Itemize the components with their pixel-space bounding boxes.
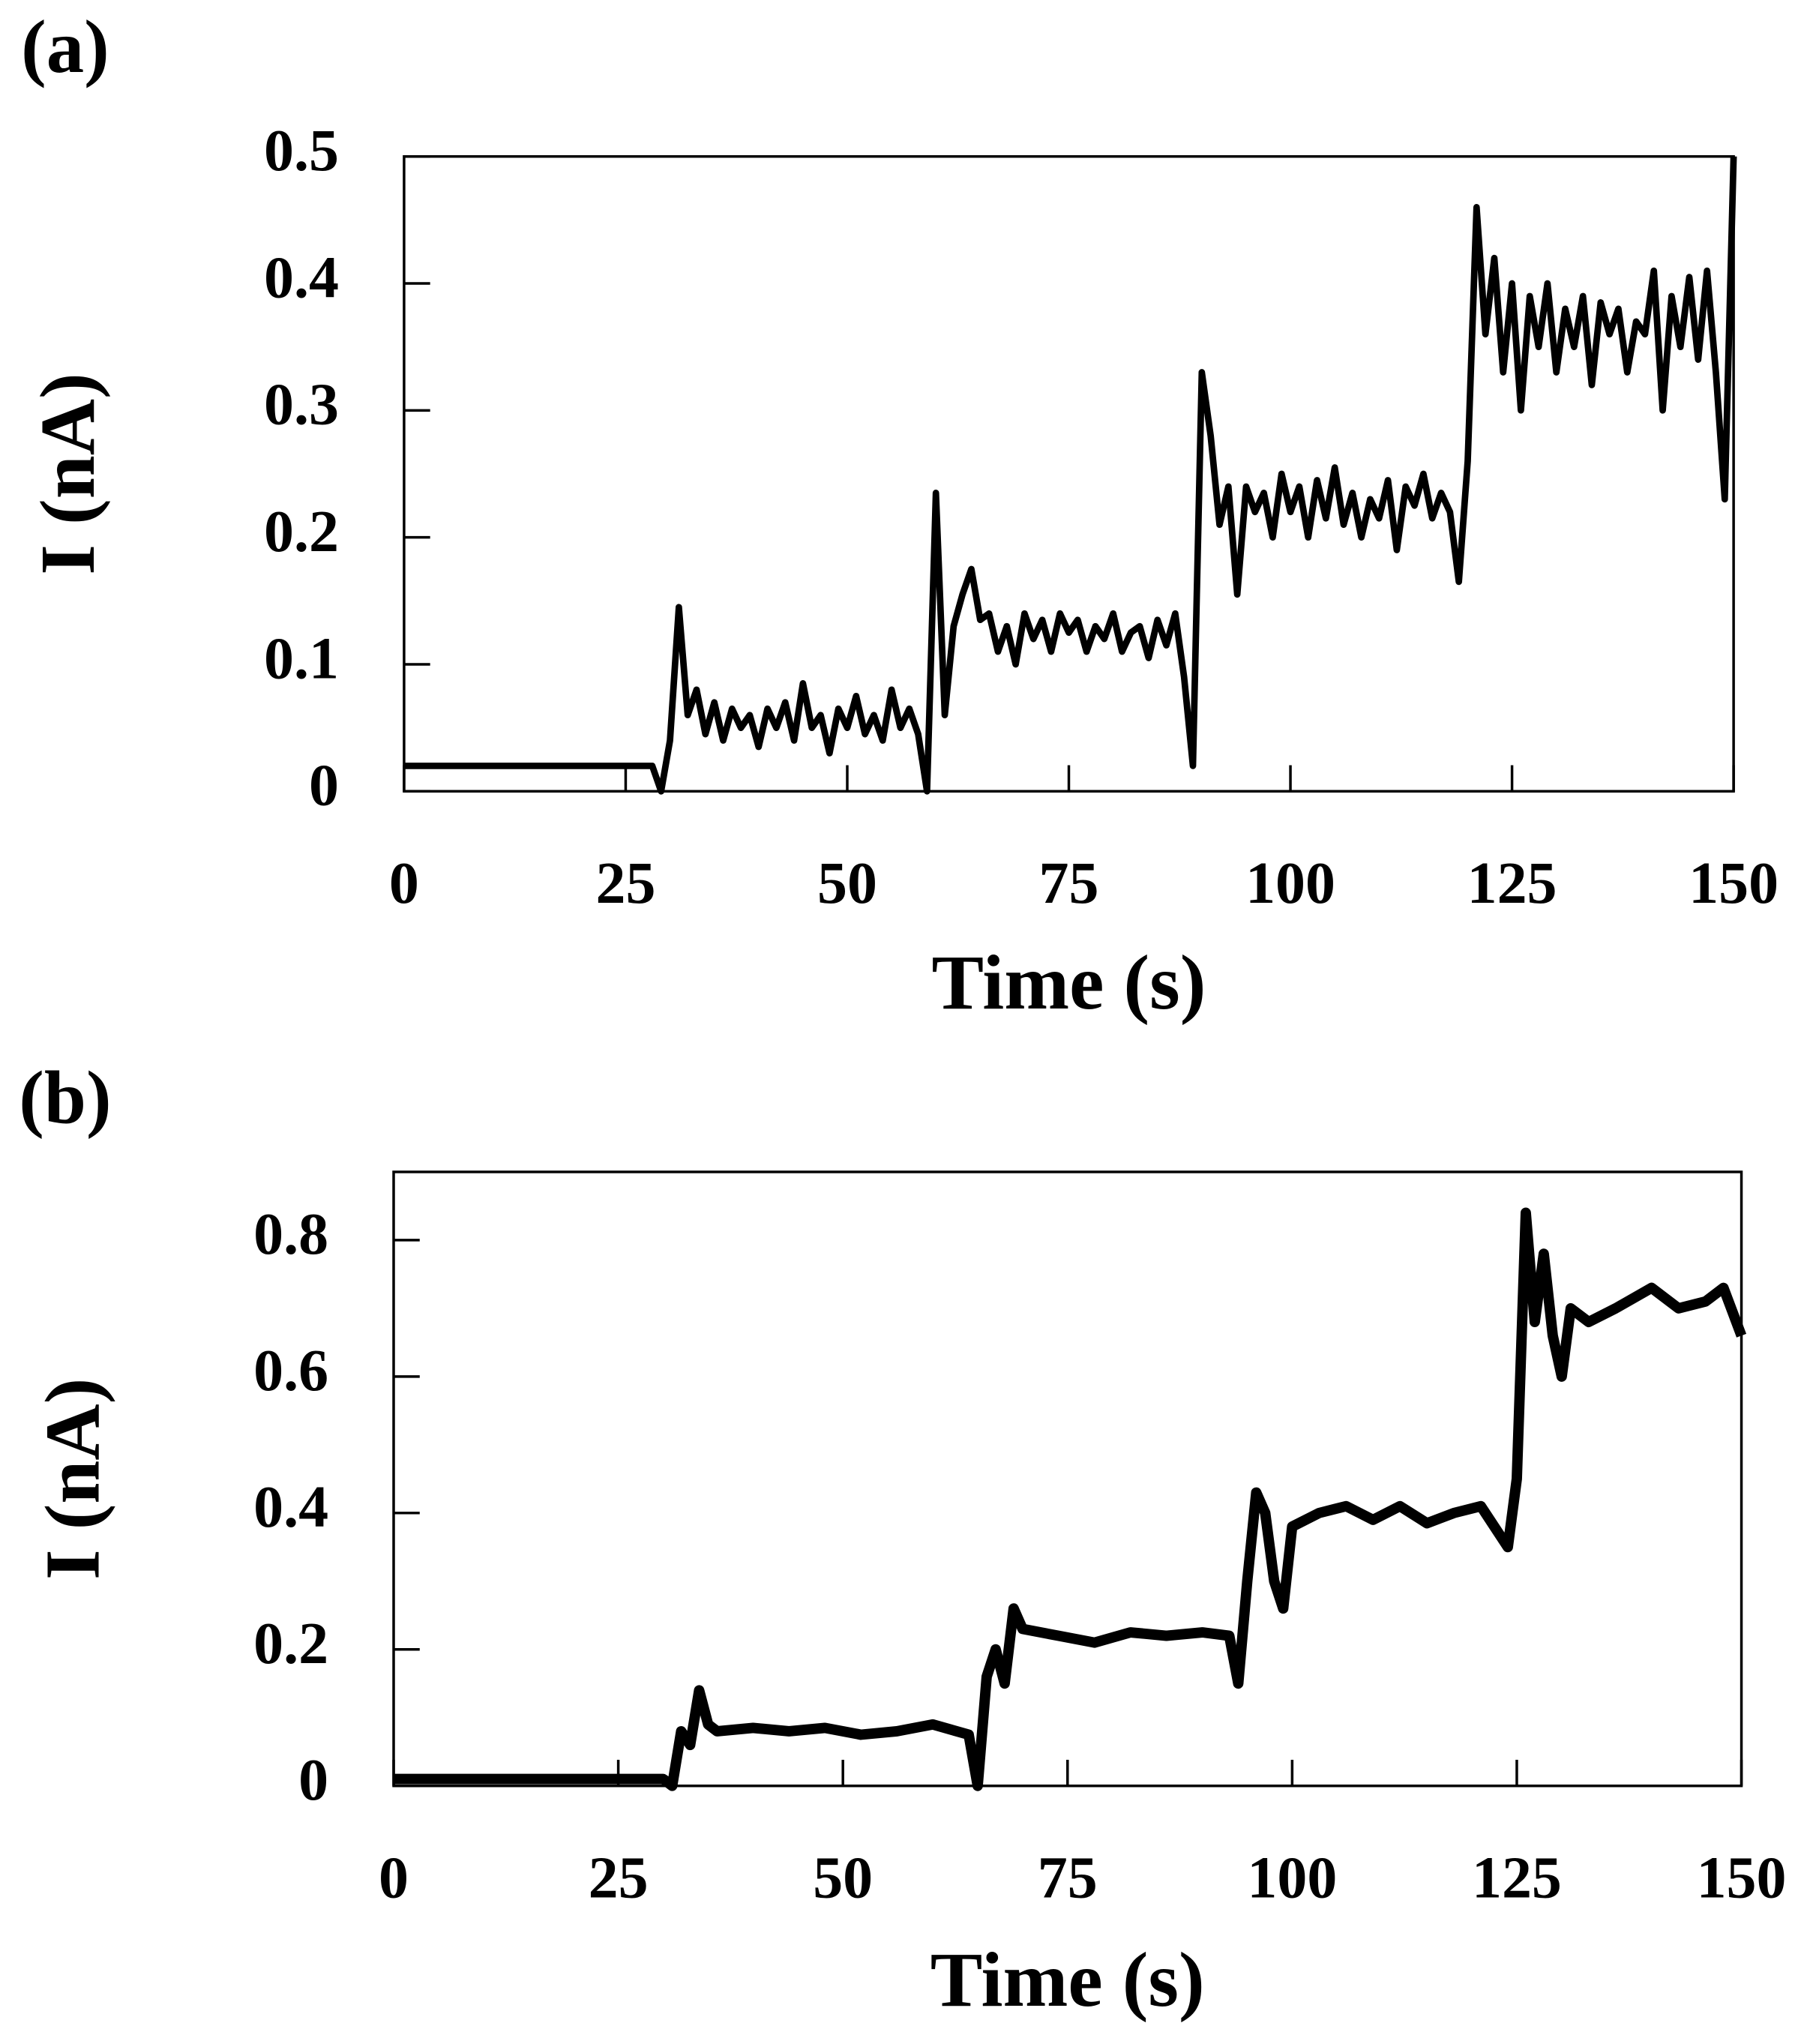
x-tick-label: 50: [813, 1845, 873, 1911]
y-tick-label: 0.2: [264, 499, 339, 565]
x-tick-label: 125: [1467, 850, 1557, 916]
y-tick-label: 0: [309, 753, 339, 819]
y-axis-label: I (nA): [29, 1378, 116, 1580]
x-axis-label: Time (s): [932, 939, 1206, 1026]
y-tick-label: 0: [298, 1747, 328, 1813]
y-tick-label: 0.6: [253, 1338, 328, 1404]
y-tick-label: 0.8: [253, 1201, 328, 1267]
data-line: [403, 156, 1737, 795]
x-tick-label: 0: [379, 1845, 409, 1911]
y-axis-label: I (nA): [24, 373, 111, 574]
x-tick-label: 125: [1472, 1845, 1562, 1911]
data-line: [394, 1207, 1747, 1791]
panel-label: (b): [19, 1055, 111, 1139]
y-tick-label: 0.5: [264, 118, 339, 184]
x-axis-label: Time (s): [930, 1936, 1205, 2023]
x-tick-label: 50: [817, 850, 877, 916]
plot-frame: [403, 154, 1735, 793]
x-tick-label: 0: [389, 850, 419, 916]
x-tick-label: 75: [1039, 850, 1099, 916]
x-tick-label: 25: [589, 1845, 649, 1911]
x-tick-label: 75: [1038, 1845, 1098, 1911]
x-tick-label: 25: [595, 850, 655, 916]
y-tick-label: 0.2: [253, 1611, 328, 1677]
y-tick-label: 0.1: [264, 625, 339, 691]
x-tick-label: 100: [1245, 850, 1335, 916]
y-tick-label: 0.4: [253, 1474, 328, 1540]
x-tick-label: 150: [1689, 850, 1779, 916]
x-tick-label: 150: [1697, 1845, 1787, 1911]
y-tick-label: 0.4: [264, 244, 339, 310]
panel-label: (a): [21, 4, 109, 88]
x-tick-label: 100: [1247, 1845, 1337, 1911]
y-tick-label: 0.3: [264, 372, 339, 438]
